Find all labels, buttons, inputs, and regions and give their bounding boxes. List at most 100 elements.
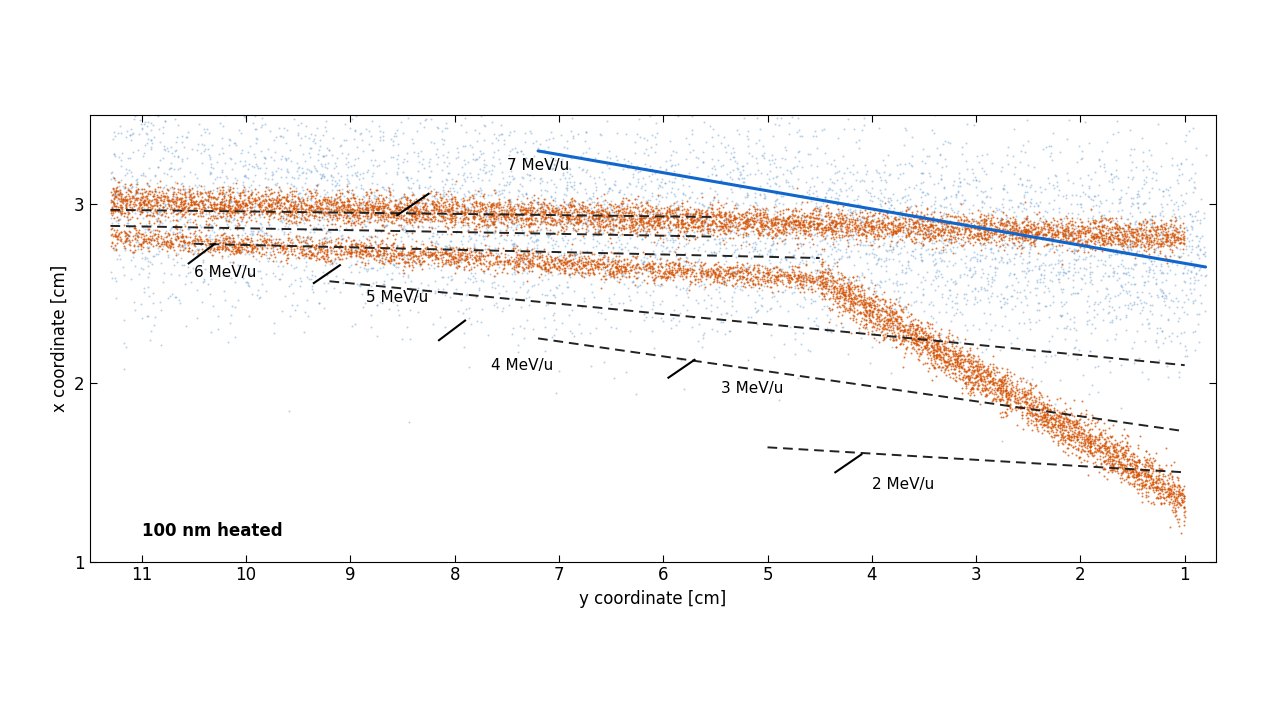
Point bbox=[987, 384, 1007, 395]
Point bbox=[1010, 233, 1030, 244]
Point bbox=[442, 235, 462, 247]
Point bbox=[370, 214, 390, 225]
Point bbox=[764, 261, 785, 273]
Point bbox=[1106, 226, 1126, 238]
Point bbox=[860, 301, 881, 312]
Point bbox=[987, 377, 1007, 389]
Point bbox=[157, 241, 178, 253]
Point bbox=[1129, 431, 1149, 442]
Point bbox=[490, 217, 511, 229]
Point bbox=[966, 233, 987, 245]
Point bbox=[1115, 459, 1135, 471]
Point bbox=[1036, 301, 1056, 312]
Point bbox=[445, 283, 466, 294]
Point bbox=[237, 204, 257, 215]
Point bbox=[406, 235, 426, 247]
Point bbox=[1071, 198, 1092, 210]
Point bbox=[621, 207, 641, 219]
Point bbox=[795, 221, 815, 233]
Point bbox=[471, 248, 492, 260]
Point bbox=[759, 269, 780, 280]
Point bbox=[895, 301, 915, 312]
Point bbox=[941, 274, 961, 285]
Point bbox=[1134, 458, 1155, 469]
Point bbox=[431, 193, 452, 204]
Point bbox=[1180, 229, 1201, 240]
Point bbox=[562, 181, 582, 193]
Point bbox=[1153, 236, 1174, 248]
Point bbox=[952, 374, 973, 385]
Point bbox=[294, 245, 315, 256]
Point bbox=[965, 379, 986, 390]
Point bbox=[413, 189, 434, 201]
Point bbox=[502, 328, 522, 340]
Point bbox=[687, 192, 708, 204]
Point bbox=[1011, 402, 1032, 414]
Point bbox=[579, 210, 599, 222]
Point bbox=[338, 195, 358, 207]
Point bbox=[709, 228, 730, 239]
Point bbox=[1149, 240, 1170, 252]
Point bbox=[806, 271, 827, 283]
Point bbox=[198, 235, 219, 246]
Point bbox=[1120, 236, 1140, 248]
Point bbox=[778, 181, 799, 192]
Point bbox=[434, 215, 454, 226]
Point bbox=[435, 258, 456, 270]
Point bbox=[1052, 421, 1073, 433]
Point bbox=[512, 148, 532, 160]
Point bbox=[868, 318, 888, 330]
Point bbox=[960, 383, 980, 395]
Point bbox=[230, 240, 251, 251]
Point bbox=[224, 235, 244, 247]
Point bbox=[192, 206, 212, 217]
Point bbox=[826, 319, 846, 330]
Point bbox=[575, 253, 595, 264]
Point bbox=[261, 249, 282, 261]
Point bbox=[1000, 400, 1020, 411]
Point bbox=[823, 224, 844, 235]
Point bbox=[791, 211, 812, 222]
Point bbox=[897, 299, 918, 310]
Point bbox=[822, 264, 842, 275]
Point bbox=[810, 248, 831, 260]
Point bbox=[274, 207, 294, 219]
Point bbox=[786, 182, 806, 194]
Point bbox=[1157, 184, 1178, 196]
Point bbox=[1018, 388, 1038, 400]
Point bbox=[385, 207, 406, 218]
Point bbox=[992, 183, 1012, 194]
Point bbox=[792, 220, 813, 231]
Point bbox=[818, 274, 838, 286]
Point bbox=[1080, 271, 1101, 282]
Point bbox=[507, 146, 527, 158]
Point bbox=[1126, 299, 1147, 310]
Point bbox=[301, 200, 321, 212]
Point bbox=[122, 191, 142, 202]
Point bbox=[620, 214, 640, 225]
Point bbox=[392, 197, 412, 209]
Point bbox=[794, 225, 814, 236]
Point bbox=[325, 175, 346, 186]
Point bbox=[960, 238, 980, 249]
Point bbox=[385, 199, 406, 210]
Point bbox=[1179, 240, 1199, 251]
Point bbox=[1108, 453, 1129, 464]
Point bbox=[143, 320, 164, 331]
Point bbox=[863, 220, 883, 232]
Point bbox=[963, 368, 983, 379]
Point bbox=[541, 255, 562, 266]
Point bbox=[142, 120, 163, 131]
Point bbox=[115, 197, 136, 209]
Point bbox=[186, 195, 206, 207]
Point bbox=[696, 207, 717, 218]
Point bbox=[300, 208, 320, 220]
Point bbox=[760, 246, 781, 258]
Point bbox=[1057, 266, 1078, 277]
Point bbox=[996, 227, 1016, 238]
Point bbox=[127, 204, 147, 216]
Point bbox=[195, 202, 215, 213]
Point bbox=[780, 276, 800, 287]
Point bbox=[996, 398, 1016, 410]
Point bbox=[1083, 214, 1103, 225]
